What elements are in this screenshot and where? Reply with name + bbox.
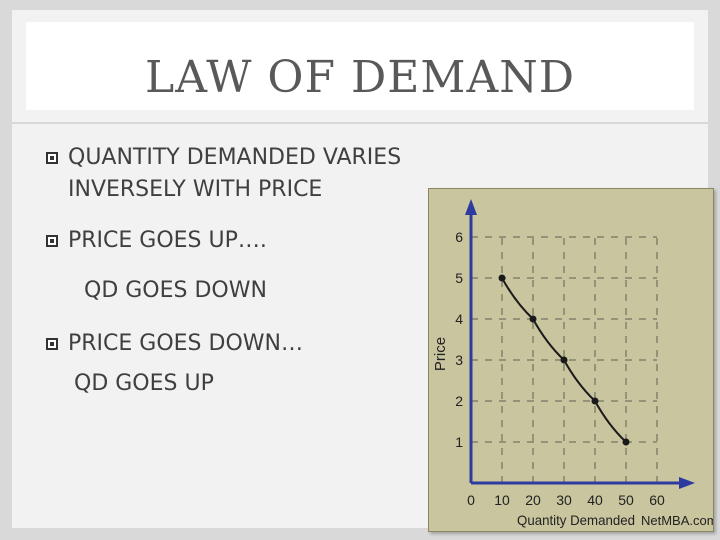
- x-axis-label: Quantity Demanded: [517, 512, 635, 528]
- y-tick-labels: 1 2 3 4 5 6: [455, 229, 463, 450]
- data-point: [498, 274, 506, 282]
- y-tick-label: 4: [455, 311, 463, 327]
- data-point: [622, 438, 630, 446]
- slide-title: LAW OF DEMAND: [144, 52, 575, 103]
- y-axis-label: Price: [432, 337, 449, 371]
- y-tick-label: 2: [455, 393, 463, 409]
- demand-chart-panel: 0 10 20 30 40 50 60 1 2 3 4 5 6 Price Quantity Dema…: [428, 188, 718, 532]
- bullet-box-icon: [46, 235, 58, 247]
- y-tick-label: 3: [455, 352, 463, 368]
- title-area: LAW OF DEMAND: [26, 22, 694, 110]
- y-tick-label: 6: [455, 229, 463, 245]
- title-frame: LAW OF DEMAND: [12, 10, 708, 122]
- y-tick-label: 1: [455, 434, 463, 450]
- x-tick-labels: 0 10 20 30 40 50 60: [467, 492, 665, 508]
- data-point: [591, 397, 599, 405]
- bullet-3-line-2: QD GOES UP: [74, 371, 214, 396]
- y-axis-arrow-icon: [465, 199, 477, 215]
- x-tick-label: 40: [587, 492, 603, 508]
- bullet-box-icon: [46, 338, 58, 350]
- x-tick-label: 10: [494, 492, 510, 508]
- y-tick-label: 5: [455, 270, 463, 286]
- bullet-box-icon: [46, 152, 58, 164]
- x-tick-label: 60: [649, 492, 665, 508]
- chart-axes: [465, 199, 695, 489]
- demand-chart: 0 10 20 30 40 50 60 1 2 3 4 5 6 Price Quantity Dema…: [432, 199, 718, 528]
- x-tick-label: 30: [556, 492, 572, 508]
- x-axis-arrow-icon: [679, 477, 695, 489]
- bullet-1-line-2: INVERSELY WITH PRICE: [68, 177, 323, 202]
- bullet-1-line-1: QUANTITY DEMANDED VARIES: [68, 145, 402, 170]
- x-tick-label: 50: [618, 492, 634, 508]
- data-point: [560, 356, 568, 364]
- data-point: [529, 315, 537, 323]
- netmba-watermark: NetMBA.com: [641, 513, 713, 528]
- bullet-3-line-1: PRICE GOES DOWN…: [68, 331, 303, 356]
- demand-series: [498, 274, 630, 446]
- bullet-2-line-1: PRICE GOES UP….: [68, 228, 267, 253]
- bullet-2-line-2: QD GOES DOWN: [84, 278, 267, 303]
- x-tick-label: 20: [525, 492, 541, 508]
- x-tick-label: 0: [467, 492, 475, 508]
